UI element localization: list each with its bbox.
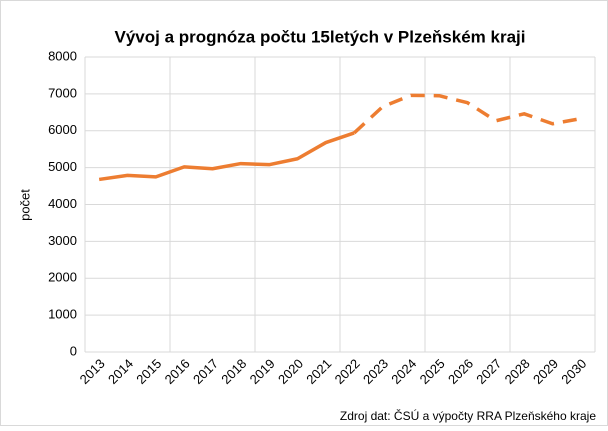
source-note: Zdroj dat: ČSÚ a výpočty RRA Plzeňského … <box>340 408 596 423</box>
y-tick-label: 3000 <box>48 233 77 248</box>
y-tick-label: 0 <box>70 343 77 358</box>
y-tick-label: 4000 <box>48 196 77 211</box>
series-line <box>98 131 355 182</box>
y-axis-label: počet <box>17 189 32 221</box>
y-tick-label: 6000 <box>48 122 77 137</box>
chart-title: Vývoj a prognóza počtu 15letých v Plzeňs… <box>115 27 526 46</box>
y-tick-label: 7000 <box>48 85 77 100</box>
y-tick-label: 8000 <box>48 48 77 63</box>
y-tick-label: 2000 <box>48 270 77 285</box>
y-tick-label: 1000 <box>48 307 77 322</box>
y-tick-label: 5000 <box>48 159 77 174</box>
series-line <box>352 93 582 135</box>
